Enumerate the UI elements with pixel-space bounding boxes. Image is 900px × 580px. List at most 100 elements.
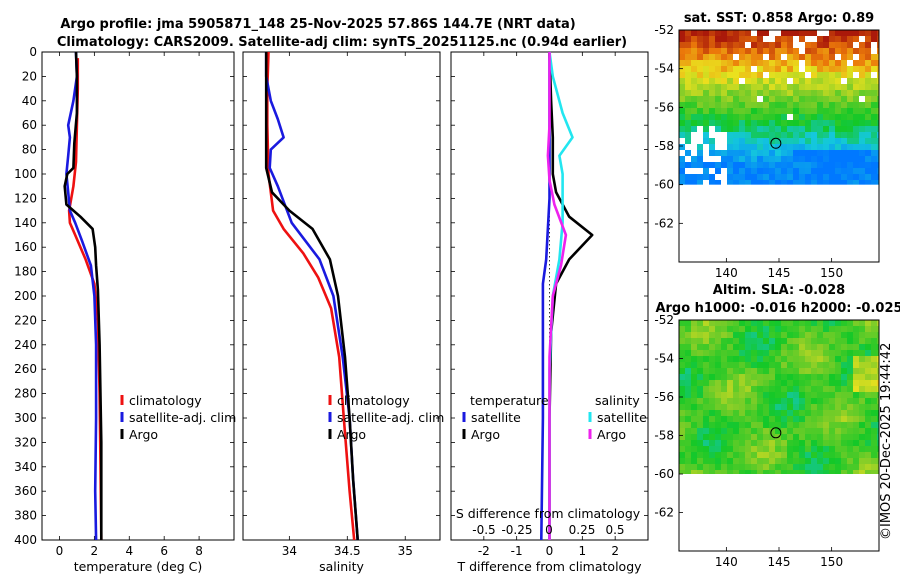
map-cell — [871, 326, 877, 332]
map-cell — [823, 386, 829, 392]
map-cell — [697, 114, 703, 120]
map-cell — [799, 150, 805, 156]
map-cell — [709, 320, 715, 326]
map-cell — [769, 156, 775, 162]
map-cell — [865, 54, 871, 60]
map-cell — [775, 452, 781, 458]
map-cell — [727, 470, 733, 474]
map-cell — [799, 42, 805, 48]
map-cell — [847, 392, 853, 398]
map-cell — [769, 350, 775, 356]
map-cell — [709, 428, 715, 434]
map-cell — [841, 114, 847, 120]
map-cell — [697, 416, 703, 422]
map-cell — [715, 440, 721, 446]
map-cell — [745, 368, 751, 374]
map-cell — [787, 174, 793, 180]
map-cell — [805, 66, 811, 72]
map-cell — [685, 380, 691, 386]
map-cell — [859, 356, 865, 362]
map-cell — [703, 174, 709, 180]
map-cell — [877, 72, 879, 78]
map-cell — [781, 452, 787, 458]
map-cell — [847, 440, 853, 446]
map-cell — [847, 368, 853, 374]
map-cell — [679, 174, 685, 180]
map-cell — [745, 168, 751, 174]
map-cell — [721, 464, 727, 470]
map-cell — [739, 102, 745, 108]
map-cell — [679, 180, 685, 185]
map-cell — [685, 30, 691, 36]
map-cell — [739, 162, 745, 168]
map-cell — [811, 440, 817, 446]
map-cell — [847, 434, 853, 440]
argo-location-marker — [770, 137, 782, 149]
map-cell — [727, 60, 733, 66]
x-axis-label: temperature (deg C) — [74, 559, 203, 574]
map-cell — [793, 374, 799, 380]
map-cell — [877, 168, 879, 174]
map-cell — [745, 48, 751, 54]
map-cell — [727, 42, 733, 48]
map-cell — [835, 84, 841, 90]
series-line-satellite-adj-clim — [65, 51, 98, 541]
map-cell — [679, 440, 685, 446]
map-cell — [871, 392, 877, 398]
map-cell — [787, 150, 793, 156]
map-cell — [775, 150, 781, 156]
map-cell — [859, 48, 865, 54]
map-cell — [745, 36, 751, 42]
map-cell — [871, 78, 877, 84]
map-cell — [697, 84, 703, 90]
map-cell — [841, 326, 847, 332]
series-line-argo — [63, 51, 103, 540]
map-cell — [763, 344, 769, 350]
map-cell — [739, 144, 745, 150]
y-tick-label: 340 — [14, 460, 37, 474]
y-tick-label: 160 — [14, 240, 37, 254]
map-cell — [805, 470, 811, 474]
map-cell — [733, 428, 739, 434]
map-cell — [721, 428, 727, 434]
map-cell — [697, 138, 703, 144]
map-cell — [847, 470, 853, 474]
map-cell — [853, 36, 859, 42]
map-cell — [721, 96, 727, 102]
map-cell — [793, 36, 799, 42]
map-cell — [805, 42, 811, 48]
map-cell — [805, 446, 811, 452]
map-cell — [739, 320, 745, 326]
map-cell — [709, 150, 715, 156]
map-cell — [715, 434, 721, 440]
map-cell — [709, 464, 715, 470]
map-cell — [847, 90, 853, 96]
map-cell — [847, 350, 853, 356]
map-cell — [703, 42, 709, 48]
map-cell — [769, 338, 775, 344]
map-cell — [787, 120, 793, 126]
map-cell — [793, 150, 799, 156]
map-cell — [817, 422, 823, 428]
map-cell — [841, 78, 847, 84]
map-cell — [763, 368, 769, 374]
map-cell — [877, 144, 879, 150]
map-cell — [817, 338, 823, 344]
map-cell — [691, 464, 697, 470]
map-cell — [715, 162, 721, 168]
map-cell — [811, 398, 817, 404]
map-cell — [697, 356, 703, 362]
map-cell — [877, 464, 879, 470]
map-cell — [721, 90, 727, 96]
map-cell — [877, 404, 879, 410]
map-cell — [793, 446, 799, 452]
y-tick-label: -60 — [654, 467, 674, 481]
map-cell — [757, 398, 763, 404]
map-cell — [769, 90, 775, 96]
map-cell — [841, 386, 847, 392]
legend-label: Argo — [129, 427, 158, 442]
map-cell — [721, 338, 727, 344]
map-cell — [847, 114, 853, 120]
map-cell — [709, 404, 715, 410]
map-cell — [781, 156, 787, 162]
